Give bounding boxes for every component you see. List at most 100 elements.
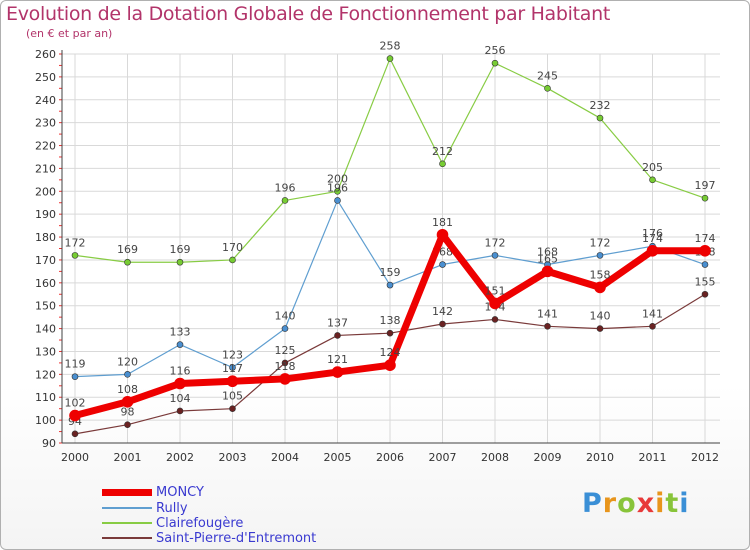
data-point [334,332,341,339]
logo-letter: t [665,488,680,519]
legend-swatch [102,537,152,539]
data-label: 117 [222,362,243,375]
data-label: 174 [695,232,716,245]
data-label: 258 [380,40,401,53]
data-point [649,322,656,330]
legend-swatch [102,488,152,496]
data-point [594,281,606,294]
data-label: 140 [275,310,296,323]
data-point [544,85,551,92]
logo-letter: i [679,488,690,519]
data-point [121,396,134,408]
data-label: 256 [485,44,506,57]
data-label: 170 [222,241,243,254]
logo-letter: x [636,488,656,519]
y-tick-label: 260 [35,48,56,61]
data-label: 158 [590,268,611,281]
y-tick-label: 180 [35,231,56,244]
data-point [541,265,554,278]
data-point [281,325,289,332]
legend-label: Saint-Pierre-d'Entremont [156,530,317,546]
data-label: 176 [642,227,663,240]
legend-label: Rully [156,500,188,516]
data-label: 151 [485,284,506,297]
data-label: 168 [537,246,558,259]
data-label: 169 [170,243,191,256]
data-point [176,407,184,415]
data-label: 133 [170,326,191,339]
data-point [71,430,79,438]
data-label: 159 [380,266,401,279]
data-point [176,258,184,266]
chart-subtitle: (en € et par an) [26,27,113,40]
data-label: 105 [222,390,243,403]
data-point [334,197,341,204]
y-tick-label: 220 [35,140,56,153]
data-point [596,325,604,332]
data-point [229,256,236,264]
data-label: 125 [275,344,296,357]
logo-letter: o [617,488,637,519]
logo-letter: i [655,488,666,519]
data-label: 197 [695,179,716,192]
data-label: 108 [117,383,138,396]
data-label: 142 [432,305,453,318]
data-label: 212 [432,145,453,158]
y-tick-label: 210 [35,162,56,175]
data-point [544,322,551,330]
data-label: 123 [222,348,243,361]
data-point [386,55,394,62]
data-label: 174 [642,232,663,245]
data-point [439,320,446,328]
data-label: 181 [432,216,453,229]
data-point [334,187,341,195]
data-point [71,252,79,259]
data-point [491,252,499,259]
x-tick-label: 2008 [481,451,509,464]
data-point [699,244,711,257]
data-label: 141 [642,307,663,320]
legend-item: Saint-Pierre-d'Entremont [102,530,316,546]
data-label: 205 [642,161,663,174]
x-tick-label: 2001 [114,451,142,464]
data-point [701,261,709,268]
data-point [701,194,709,202]
data-label: 116 [170,365,191,378]
data-point [331,366,344,378]
data-point [226,375,239,388]
data-point [439,160,446,168]
x-tick-label: 2010 [586,451,614,464]
chart-title: Evolution de la Dotation Globale de Fonc… [6,3,611,25]
data-point [281,359,289,367]
data-point [229,364,236,371]
x-tick-label: 2011 [639,451,667,464]
data-point [596,114,604,122]
data-label: 169 [117,243,138,256]
data-point [174,377,186,390]
data-point [701,290,709,298]
legend-label: MONCY [156,484,204,500]
data-label: 137 [327,316,348,329]
legend-swatch [102,522,152,524]
x-tick-label: 2002 [166,451,194,464]
x-tick-label: 2012 [691,451,719,464]
data-label: 121 [327,353,348,366]
legend-item: Clairefougère [102,515,243,531]
data-label: 140 [590,310,611,323]
y-tick-label: 170 [35,254,56,267]
x-tick-label: 2006 [376,451,404,464]
y-tick-label: 130 [35,345,56,358]
data-point [596,252,604,259]
data-label: 172 [590,236,611,249]
x-tick-label: 2004 [271,451,299,464]
data-label: 200 [327,172,348,185]
data-point [71,373,79,380]
data-label: 155 [695,275,716,288]
data-point [646,244,659,257]
data-label: 196 [327,181,348,194]
x-tick-label: 2007 [429,451,457,464]
y-tick-label: 150 [35,300,56,313]
data-label: 104 [170,392,191,405]
